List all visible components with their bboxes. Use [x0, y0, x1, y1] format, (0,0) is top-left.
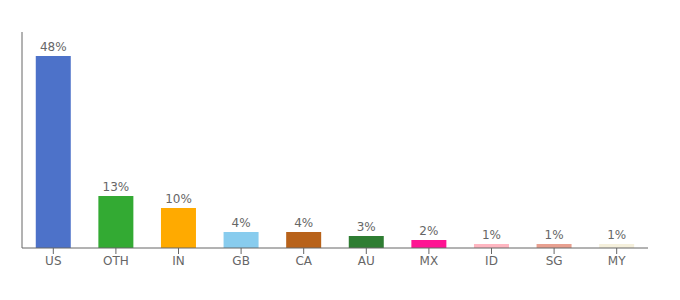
svg-text:AU: AU: [358, 254, 375, 268]
svg-text:3%: 3%: [357, 220, 376, 234]
svg-text:SG: SG: [546, 254, 563, 268]
svg-text:IN: IN: [172, 254, 185, 268]
svg-text:13%: 13%: [103, 180, 130, 194]
svg-text:1%: 1%: [607, 228, 626, 242]
svg-text:10%: 10%: [165, 192, 192, 206]
svg-text:1%: 1%: [482, 228, 501, 242]
svg-text:ID: ID: [485, 254, 498, 268]
svg-text:1%: 1%: [545, 228, 564, 242]
svg-text:4%: 4%: [294, 216, 313, 230]
svg-text:4%: 4%: [232, 216, 251, 230]
svg-text:MY: MY: [608, 254, 626, 268]
svg-text:US: US: [45, 254, 61, 268]
svg-text:CA: CA: [295, 254, 312, 268]
svg-text:GB: GB: [232, 254, 250, 268]
svg-text:2%: 2%: [419, 224, 438, 238]
svg-text:MX: MX: [420, 254, 439, 268]
svg-text:OTH: OTH: [103, 254, 129, 268]
svg-text:48%: 48%: [40, 40, 67, 54]
